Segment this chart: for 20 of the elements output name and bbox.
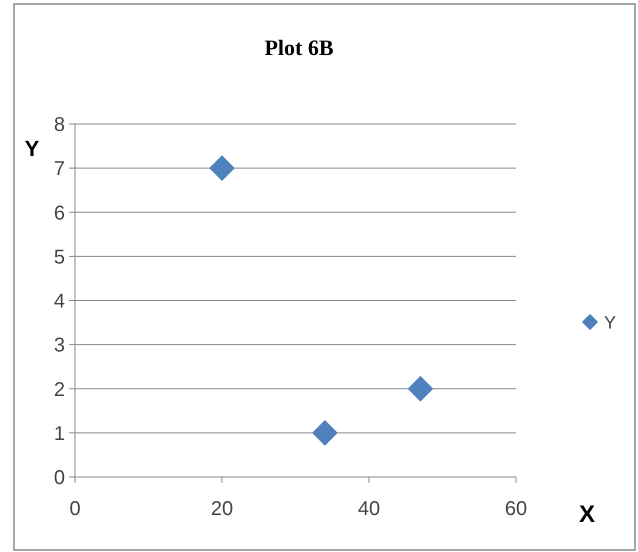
x-tick-label: 60 [504,498,528,520]
y-tick-label: 1 [54,422,65,445]
point [209,155,235,181]
y-tick-label: 6 [54,202,65,224]
x-tick-label: 40 [358,498,380,520]
y-tick-label: 5 [54,246,65,268]
y-tick-label: 3 [54,334,65,357]
point [312,420,338,446]
y-tick-label: 8 [54,114,65,136]
x-tick-label: 20 [210,498,234,520]
y-tick-label: 7 [54,158,65,180]
legend-label: Y [604,312,616,332]
point [408,376,434,402]
y-tick-label: 2 [54,378,65,401]
y-tick-label: 0 [54,467,65,489]
x-tick-label: 0 [69,498,81,520]
x-axis-title: X [578,501,596,528]
chart-title: Plot 6B [264,35,334,60]
y-tick-label: 4 [54,290,65,312]
y-axis-title: Y [24,136,40,161]
